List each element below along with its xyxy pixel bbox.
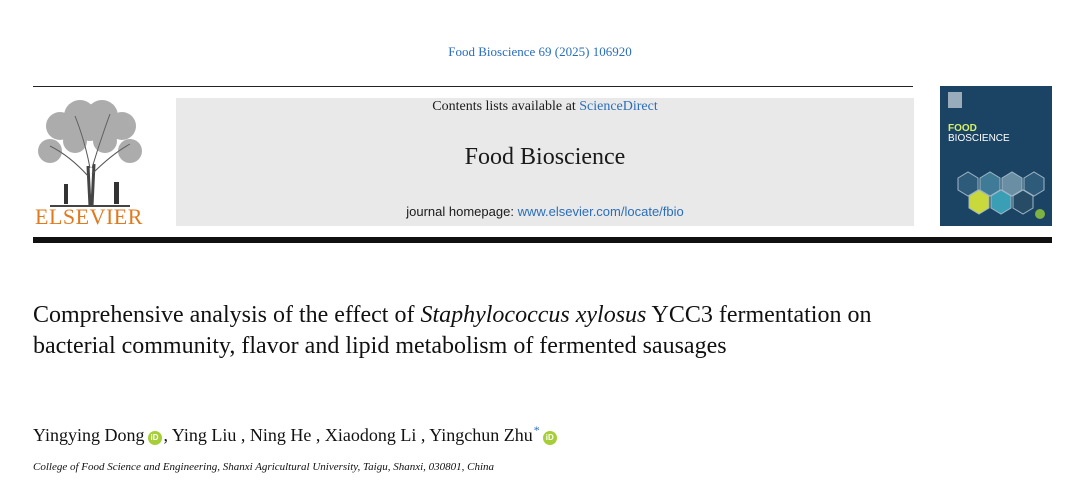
orcid-icon[interactable]: iD (147, 431, 162, 445)
author-separator: , (311, 425, 325, 445)
journal-citation[interactable]: Food Bioscience 69 (2025) 106920 (448, 44, 632, 59)
cover-title: FOOD BIOSCIENCE (948, 124, 1010, 144)
author-separator: , (163, 425, 172, 445)
sciencedirect-link[interactable]: ScienceDirect (579, 99, 658, 114)
author-separator: , (236, 425, 250, 445)
title-part1: Comprehensive analysis of the effect of (33, 302, 421, 328)
corresponding-author-mark[interactable]: * (533, 423, 540, 437)
cover-title-line1: FOOD (948, 123, 977, 134)
article-title: Comprehensive analysis of the effect of … (33, 300, 933, 362)
affiliation: College of Food Science and Engineering,… (33, 461, 495, 473)
author-name[interactable]: Ning He (249, 425, 312, 445)
author-name[interactable]: Yingchun Zhu (429, 425, 533, 445)
journal-homepage-link[interactable]: www.elsevier.com/locate/fbio (517, 204, 684, 219)
title-part2: YCC3 fermentation on bacterial community… (33, 302, 872, 359)
contents-prefix: Contents lists available at (432, 99, 580, 114)
header-top-rule (33, 86, 913, 87)
journal-cover-image[interactable]: FOOD BIOSCIENCE (940, 86, 1052, 226)
journal-homepage-line: journal homepage: www.elsevier.com/locat… (176, 204, 914, 219)
author-name[interactable]: Ying Liu (171, 425, 237, 445)
author-separator: , (416, 425, 430, 445)
journal-banner: Contents lists available at ScienceDirec… (176, 98, 914, 226)
journal-title: Food Bioscience (464, 144, 626, 170)
author-name[interactable]: Xiaodong Li (324, 425, 417, 445)
author-list: Yingying Dong iD, Ying Liu , Ning He , Xi… (33, 423, 933, 446)
title-species: Staphylococcus xylosus (420, 302, 647, 328)
elsevier-tree-logo-icon (38, 100, 142, 207)
publisher-wordmark[interactable]: ELSEVIER (35, 204, 143, 229)
author-name[interactable]: Yingying Dong (33, 425, 145, 445)
orcid-icon[interactable]: iD (542, 431, 557, 445)
cover-hexagon-art-icon (948, 92, 1045, 219)
cover-title-line2: BIOSCIENCE (948, 133, 1010, 144)
contents-availability-line: Contents lists available at ScienceDirec… (176, 99, 914, 115)
header-bottom-rule (33, 237, 1052, 243)
homepage-prefix: journal homepage: (406, 204, 518, 219)
